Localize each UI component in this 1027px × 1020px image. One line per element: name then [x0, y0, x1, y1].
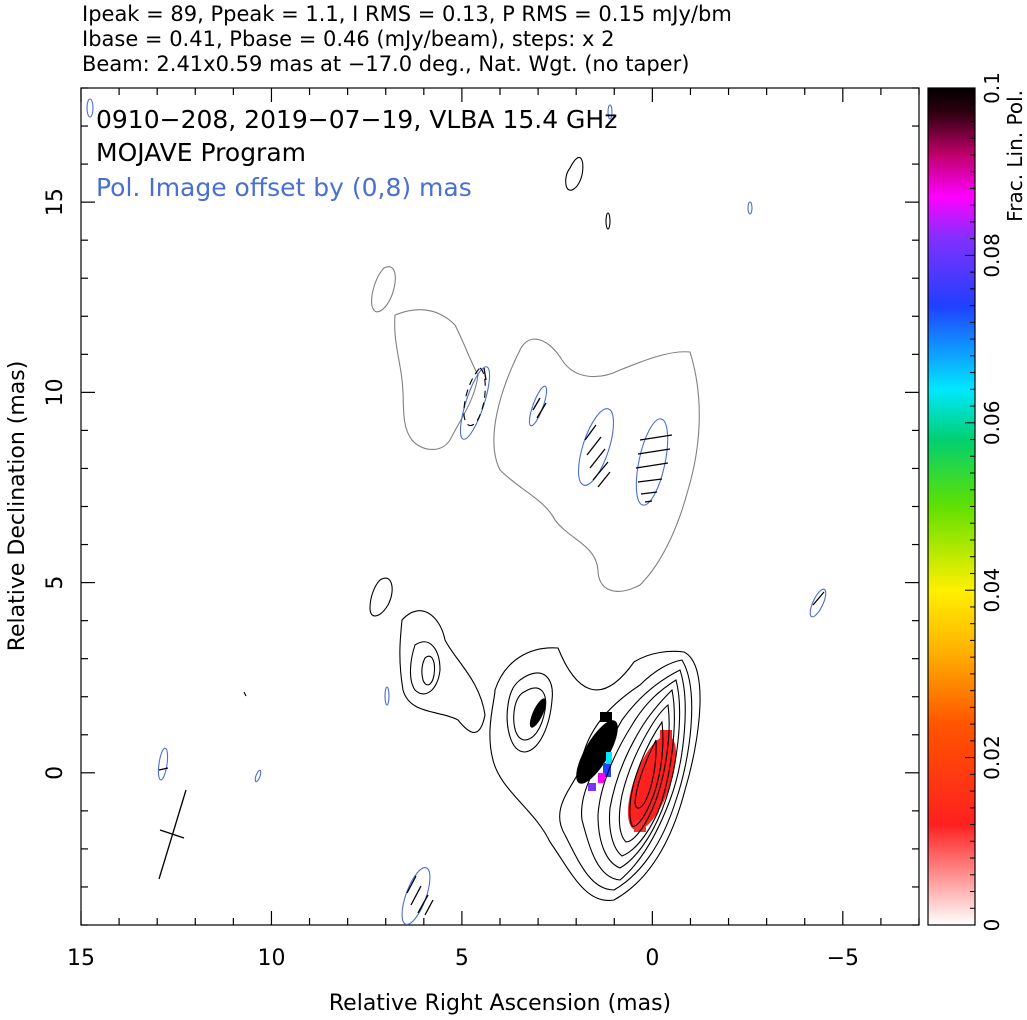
- x-tick-label: 15: [67, 946, 95, 971]
- header-line-2: Ibase = 0.41, Pbase = 0.46 (mJy/beam), s…: [82, 27, 615, 51]
- frac-pol-knot-patch: [529, 698, 547, 728]
- map-layer: [86, 98, 827, 925]
- header-line-1: Ipeak = 89, Ppeak = 1.1, I RMS = 0.13, P…: [82, 2, 732, 26]
- x-tick-label: 0: [645, 946, 659, 971]
- plot-frame: [80, 87, 920, 926]
- beam-cross: [158, 789, 187, 880]
- header-line-3: Beam: 2.41x0.59 mas at −17.0 deg., Nat. …: [82, 52, 690, 76]
- x-tick-label: 5: [455, 946, 469, 971]
- program-label: MOJAVE Program: [96, 138, 306, 167]
- stokes-i-contours: [243, 156, 701, 901]
- y-tick-label: 15: [43, 188, 68, 216]
- colorbar-tick-label: 0.04: [980, 568, 1004, 613]
- axis-ticks: 15 10 5 0 −5 0 5 10 15: [43, 87, 920, 971]
- colorbar-tick-label: 0.08: [980, 233, 1004, 278]
- y-axis-label: Relative Declination (mas): [5, 361, 30, 652]
- y-tick-label: 10: [43, 378, 68, 406]
- colorbar-tick-label: 0: [980, 919, 1004, 932]
- x-tick-label: 10: [257, 946, 285, 971]
- source-label: 0910−208, 2019−07−19, VLBA 15.4 GHz: [96, 105, 617, 134]
- colorbar-ticks: 0 0.02 0.04 0.06 0.08 0.1: [965, 72, 1004, 931]
- pol-contours: [371, 266, 700, 592]
- evpa-vectors: [158, 367, 825, 916]
- negative-contour: [463, 367, 486, 427]
- x-tick-label: −5: [827, 946, 859, 971]
- x-axis-label: Relative Right Ascension (mas): [329, 991, 671, 1016]
- y-tick-label: 0: [43, 766, 68, 780]
- y-tick-label: 5: [43, 576, 68, 590]
- frac-pol-jet-patch: [576, 712, 618, 791]
- colorbar-label: Frac. Lin. Pol.: [1003, 90, 1027, 222]
- offset-note-label: Pol. Image offset by (0,8) mas: [96, 173, 472, 202]
- colorbar: [928, 88, 975, 925]
- pol-blue-contours: [86, 98, 827, 925]
- colorbar-tick-label: 0.02: [980, 735, 1004, 780]
- colorbar-tick-label: 0.06: [980, 401, 1004, 446]
- colorbar-tick-label: 0.1: [980, 72, 1004, 104]
